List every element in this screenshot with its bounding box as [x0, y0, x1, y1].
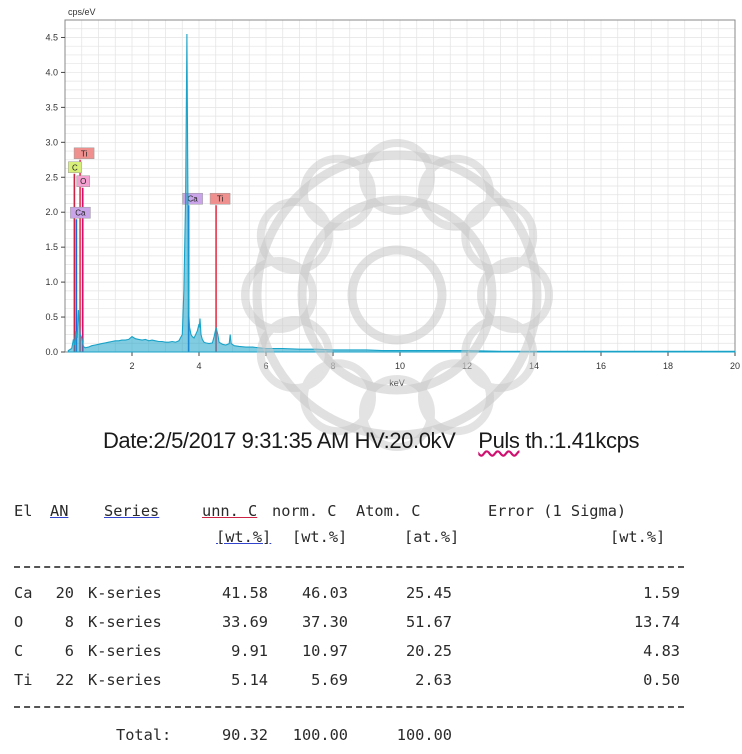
cell-norm: 37.30: [301, 613, 348, 631]
divider-bottom: [14, 706, 684, 708]
cell-el: O: [14, 613, 24, 631]
y-tick-label: 1.0: [45, 277, 58, 287]
cell-error: 0.50: [643, 671, 680, 689]
col-series: Series: [104, 502, 160, 520]
cell-el: Ca: [14, 584, 33, 602]
cell-atom: 20.25: [405, 642, 452, 660]
cell-an: 20: [55, 584, 74, 602]
y-tick-label: 2.0: [45, 207, 58, 217]
unit-norm: [wt.%]: [292, 528, 348, 546]
y-tick-label: 3.0: [45, 137, 58, 147]
col-atom-c: Atom. C: [356, 502, 421, 520]
cell-unn: 5.14: [231, 671, 268, 689]
cell-norm: 5.69: [311, 671, 348, 689]
element-marker-box: [70, 206, 91, 219]
total-unn: 90.32: [221, 726, 268, 744]
total-label: Total:: [116, 726, 172, 744]
cell-error: 4.83: [643, 642, 680, 660]
y-tick-label: 1.5: [45, 242, 58, 252]
total-atom: 100.00: [396, 726, 452, 744]
element-marker-box: [76, 175, 91, 187]
y-axis-label: cps/eV: [68, 7, 96, 17]
divider-top: [14, 566, 684, 568]
x-tick-label: 18: [663, 361, 673, 371]
element-marker-box: [73, 147, 95, 160]
x-tick-label: 2: [129, 361, 134, 371]
element-marker-box: [68, 161, 82, 174]
cell-norm: 46.03: [301, 584, 348, 602]
cell-atom: 2.63: [415, 671, 452, 689]
col-norm-c: norm. C: [272, 502, 337, 520]
y-tick-label: 4.5: [45, 32, 58, 42]
cell-unn: 9.91: [231, 642, 268, 660]
x-tick-label: 16: [596, 361, 606, 371]
cell-atom: 51.67: [405, 613, 452, 631]
cell-series: K-series: [88, 584, 162, 602]
y-tick-label: 4.0: [45, 67, 58, 77]
pulse-label: Puls: [478, 428, 520, 453]
cell-an: 6: [64, 642, 74, 660]
pulse-threshold: th.:1.41kcps: [519, 428, 640, 453]
cell-series: K-series: [88, 642, 162, 660]
element-marker-box: [182, 192, 203, 205]
total-norm: 100.00: [292, 726, 348, 744]
y-tick-label: 0.0: [45, 347, 58, 357]
y-tick-label: 2.5: [45, 172, 58, 182]
y-tick-label: 3.5: [45, 102, 58, 112]
x-tick-label: 20: [730, 361, 740, 371]
unit-unn: [wt.%]: [216, 528, 272, 546]
cell-el: Ti: [14, 671, 33, 689]
y-tick-label: 0.5: [45, 312, 58, 322]
element-marker-label: C: [72, 163, 78, 172]
col-el: El: [14, 502, 33, 520]
element-marker-box: [209, 192, 231, 205]
cell-el: C: [14, 642, 24, 660]
col-error: Error (1 Sigma): [488, 502, 627, 520]
element-marker-label: Ca: [187, 195, 198, 204]
cell-unn: 33.69: [221, 613, 268, 631]
element-marker-label: Ti: [81, 149, 88, 158]
unit-error: [wt.%]: [610, 528, 666, 546]
cell-atom: 25.45: [405, 584, 452, 602]
element-marker-label: Ca: [75, 209, 86, 218]
unit-atom: [at.%]: [404, 528, 460, 546]
cell-error: 1.59: [643, 584, 680, 602]
cell-unn: 41.58: [221, 584, 268, 602]
element-marker-label: Ti: [217, 195, 224, 204]
x-tick-label: 4: [196, 361, 201, 371]
col-unn-c: unn. C: [202, 502, 258, 520]
element-marker-label: O: [80, 177, 86, 186]
acquisition-date-voltage: Date:2/5/2017 9:31:35 AM HV:20.0kV: [102, 428, 456, 453]
cell-an: 22: [55, 671, 74, 689]
cell-norm: 10.97: [301, 642, 348, 660]
col-an: AN: [50, 502, 69, 520]
cell-error: 13.74: [633, 613, 680, 631]
acquisition-info: Date:2/5/2017 9:31:35 AM HV:20.0kV Puls …: [0, 428, 742, 454]
cell-series: K-series: [88, 671, 162, 689]
cell-series: K-series: [88, 613, 162, 631]
cell-an: 8: [64, 613, 74, 631]
